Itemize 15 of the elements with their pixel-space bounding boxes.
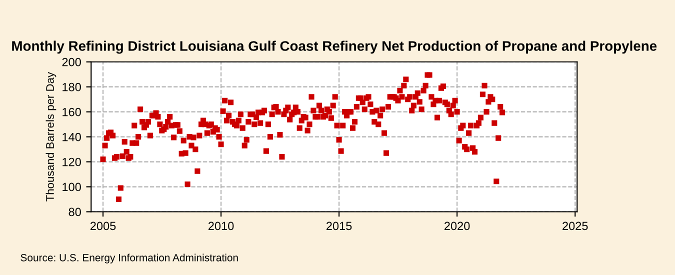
x-tick-label: 2025	[562, 222, 588, 230]
x-tick-label: 2005	[90, 222, 116, 230]
x-tick-label: 2010	[208, 222, 234, 230]
chart-title: Monthly Refining District Louisiana Gulf Coast Refinery Net Production of Propane and Propylene	[12, 40, 657, 54]
y-tick-label: 160	[62, 108, 81, 116]
x-tick-label: 2015	[326, 222, 352, 230]
x-tick-label: 2020	[444, 222, 470, 230]
y-tick-label: 100	[62, 182, 81, 192]
y-tick-label: 180	[62, 82, 81, 92]
source-note: Source: U.S. Energy Information Administration	[20, 254, 238, 264]
y-tick-label: 120	[62, 158, 81, 166]
y-tick-label: 200	[62, 58, 81, 66]
y-tick-label: 80	[68, 208, 81, 216]
y-tick-label: 140	[62, 132, 81, 142]
y-axis-title: Thousand Barrels per Day	[46, 72, 56, 202]
